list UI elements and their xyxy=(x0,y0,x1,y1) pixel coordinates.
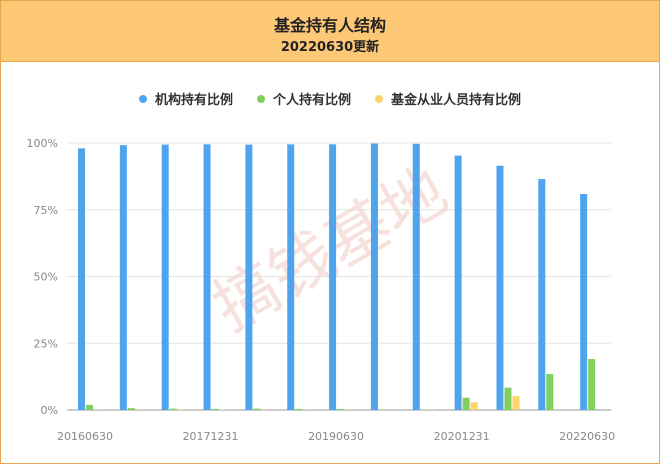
legend-dot-institution xyxy=(138,94,147,103)
bar-series-2-20210630[interactable] xyxy=(512,396,520,410)
x-tick-label: 20160630 xyxy=(57,430,113,443)
bar-series-0-20161231[interactable] xyxy=(119,145,127,411)
x-tick-label: 20171231 xyxy=(183,430,239,443)
bar-series-0-20191231[interactable] xyxy=(370,143,378,410)
bar-series-1-20220630[interactable] xyxy=(588,359,596,410)
chart-legend: 机构持有比例 个人持有比例 基金从业人员持有比例 xyxy=(1,89,659,108)
bar-series-1-20190630[interactable] xyxy=(337,408,345,410)
legend-label-institution: 机构持有比例 xyxy=(154,93,233,108)
bar-series-1-20171231[interactable] xyxy=(211,408,219,410)
chart-header: 基金持有人结构 20220630更新 xyxy=(1,1,659,62)
bars-group xyxy=(78,143,596,411)
bar-series-1-20191231[interactable] xyxy=(378,409,386,410)
legend-dot-individual xyxy=(256,94,265,103)
legend-label-individual: 个人持有比例 xyxy=(272,93,351,108)
y-axis-ticks: 0% 25% 50% 75% 100% xyxy=(27,137,58,417)
bar-series-0-20160630[interactable] xyxy=(78,148,85,410)
legend-item-staff[interactable]: 基金从业人员持有比例 xyxy=(375,89,521,108)
bar-series-0-20220630[interactable] xyxy=(580,193,588,410)
y-tick-label: 50% xyxy=(34,271,58,284)
grid-lines xyxy=(67,142,611,411)
bar-series-0-20190630[interactable] xyxy=(329,144,337,410)
x-tick-label: 20190630 xyxy=(308,430,364,443)
bar-series-0-20171231[interactable] xyxy=(203,144,211,410)
legend-label-staff: 基金从业人员持有比例 xyxy=(391,93,522,108)
bar-series-1-20161231[interactable] xyxy=(127,408,135,410)
legend-dot-staff xyxy=(375,94,383,103)
y-tick-label: 75% xyxy=(34,204,58,217)
bar-series-0-20180630[interactable] xyxy=(245,144,253,411)
bar-series-1-20201231[interactable] xyxy=(462,397,470,410)
bar-series-0-20170630[interactable] xyxy=(161,144,169,411)
bar-series-1-20181231[interactable] xyxy=(295,408,303,410)
bar-series-0-20211231[interactable] xyxy=(538,179,546,410)
x-tick-label: 20220630 xyxy=(559,430,615,443)
bar-series-0-20200630[interactable] xyxy=(412,143,420,410)
legend-item-institution[interactable]: 机构持有比例 xyxy=(138,89,233,108)
bar-series-1-20211231[interactable] xyxy=(546,373,554,410)
bar-series-0-20210630[interactable] xyxy=(496,165,504,410)
bar-series-1-20200630[interactable] xyxy=(420,409,428,410)
y-tick-label: 100% xyxy=(27,137,58,150)
bar-series-0-20181231[interactable] xyxy=(287,144,295,410)
y-tick-label: 0% xyxy=(41,404,58,417)
x-axis-ticks: 20160630 20171231 20190630 20201231 20220630 xyxy=(57,430,615,443)
bar-series-1-20180630[interactable] xyxy=(253,408,261,410)
y-tick-label: 25% xyxy=(34,337,58,350)
chart-subtitle: 20220630更新 xyxy=(280,40,380,55)
bar-series-1-20160630[interactable] xyxy=(86,404,93,410)
bar-series-1-20170630[interactable] xyxy=(169,408,177,410)
x-tick-label: 20201231 xyxy=(434,430,490,443)
bar-series-0-20201231[interactable] xyxy=(454,155,462,410)
chart-title: 基金持有人结构 xyxy=(273,16,386,35)
legend-item-individual[interactable]: 个人持有比例 xyxy=(256,89,351,108)
bar-series-1-20210630[interactable] xyxy=(504,387,512,410)
bar-series-2-20201231[interactable] xyxy=(470,402,478,410)
